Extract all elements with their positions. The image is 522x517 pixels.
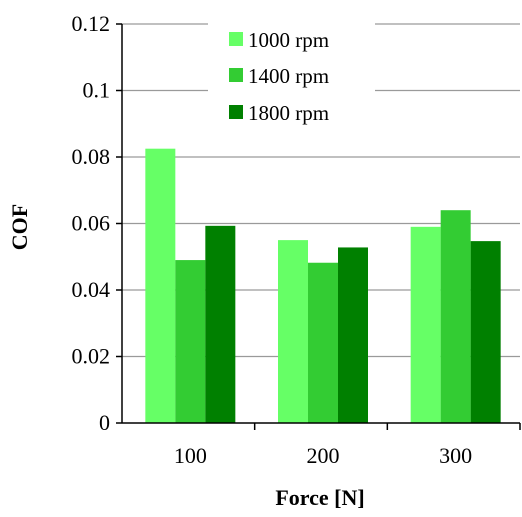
legend-label: 1800 rpm <box>248 101 329 125</box>
bar <box>308 262 338 423</box>
bar <box>338 247 368 423</box>
ticks: 0 0.02 0.04 0.06 0.08 0.1 0.12 100 200 300 <box>72 11 521 468</box>
y-tick-label: 0 <box>99 410 110 435</box>
x-axis-title: Force [N] <box>275 485 364 510</box>
bar <box>440 210 471 423</box>
legend: 1000 rpm 1400 rpm 1800 rpm <box>229 28 329 125</box>
legend-label: 1000 rpm <box>248 28 329 52</box>
legend-swatch <box>229 32 243 46</box>
x-tick-label: 300 <box>439 443 472 468</box>
bar <box>175 260 206 423</box>
legend-swatch <box>229 105 243 119</box>
bar <box>278 240 308 423</box>
bar <box>145 148 176 423</box>
bars <box>145 148 501 423</box>
y-tick-label: 0.1 <box>83 78 111 103</box>
y-axis-title: COF <box>7 204 32 250</box>
y-tick-label: 0.02 <box>72 344 111 369</box>
y-tick-label: 0.06 <box>72 211 111 236</box>
legend-swatch <box>229 68 243 82</box>
y-tick-label: 0.12 <box>72 11 111 36</box>
x-tick-label: 100 <box>174 443 207 468</box>
y-tick-label: 0.04 <box>72 277 111 302</box>
bar <box>410 226 441 423</box>
y-tick-label: 0.08 <box>72 144 111 169</box>
legend-label: 1400 rpm <box>248 64 329 88</box>
bar <box>470 241 501 423</box>
x-tick-label: 200 <box>307 443 340 468</box>
bar <box>205 225 236 423</box>
